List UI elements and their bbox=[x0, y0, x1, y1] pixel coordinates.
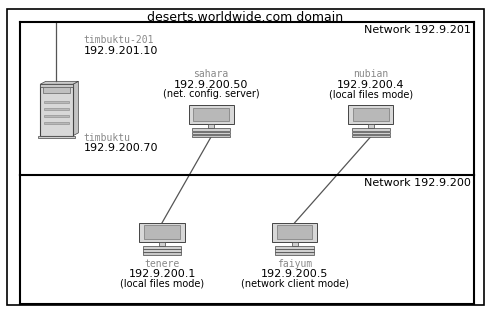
FancyBboxPatch shape bbox=[348, 105, 393, 124]
Text: sahara: sahara bbox=[193, 69, 229, 79]
Bar bbox=[192, 128, 230, 131]
Bar bbox=[143, 252, 181, 255]
Bar bbox=[192, 131, 230, 134]
FancyBboxPatch shape bbox=[189, 105, 234, 124]
Bar bbox=[275, 252, 314, 255]
Text: 192.9.200.70: 192.9.200.70 bbox=[83, 144, 158, 153]
Bar bbox=[277, 225, 312, 239]
Bar bbox=[44, 108, 69, 110]
Polygon shape bbox=[73, 81, 79, 136]
Text: timbuktu: timbuktu bbox=[83, 133, 131, 143]
Bar bbox=[352, 131, 390, 134]
Bar bbox=[353, 108, 388, 122]
Bar bbox=[38, 136, 75, 138]
Bar bbox=[144, 225, 180, 239]
Text: Network 192.9.201: Network 192.9.201 bbox=[364, 25, 471, 35]
Text: 192.9.200.50: 192.9.200.50 bbox=[174, 80, 248, 90]
Bar bbox=[44, 115, 69, 117]
Bar bbox=[43, 87, 70, 93]
Text: 192.9.201.10: 192.9.201.10 bbox=[83, 46, 158, 56]
FancyBboxPatch shape bbox=[7, 9, 484, 305]
Text: 192.9.200.4: 192.9.200.4 bbox=[337, 80, 405, 90]
Text: (local files mode): (local files mode) bbox=[120, 279, 204, 289]
Bar bbox=[143, 249, 181, 252]
Bar bbox=[44, 122, 69, 125]
Text: timbuktu-201: timbuktu-201 bbox=[83, 35, 154, 45]
Bar bbox=[159, 242, 165, 246]
FancyBboxPatch shape bbox=[40, 84, 73, 136]
Bar bbox=[275, 246, 314, 249]
Bar bbox=[143, 246, 181, 249]
Bar bbox=[44, 101, 69, 103]
Bar bbox=[275, 249, 314, 252]
Bar bbox=[352, 128, 390, 131]
FancyBboxPatch shape bbox=[139, 223, 185, 242]
Bar bbox=[193, 108, 229, 122]
Text: (net. config. server): (net. config. server) bbox=[163, 90, 259, 100]
Text: (local files mode): (local files mode) bbox=[328, 90, 413, 100]
Text: faiyum: faiyum bbox=[277, 259, 312, 269]
Bar bbox=[40, 84, 73, 86]
Polygon shape bbox=[40, 81, 79, 84]
Text: deserts.worldwide.com domain: deserts.worldwide.com domain bbox=[147, 11, 344, 24]
Text: Network 192.9.200: Network 192.9.200 bbox=[364, 178, 471, 188]
Text: 192.9.200.5: 192.9.200.5 bbox=[261, 269, 328, 279]
Bar bbox=[208, 124, 214, 128]
Text: 192.9.200.1: 192.9.200.1 bbox=[128, 269, 196, 279]
Bar bbox=[192, 135, 230, 137]
Bar bbox=[368, 124, 374, 128]
Text: tenere: tenere bbox=[144, 259, 180, 269]
Bar bbox=[352, 135, 390, 137]
FancyBboxPatch shape bbox=[272, 223, 317, 242]
Bar bbox=[292, 242, 298, 246]
Text: (network client mode): (network client mode) bbox=[241, 279, 349, 289]
Text: nubian: nubian bbox=[353, 69, 388, 79]
